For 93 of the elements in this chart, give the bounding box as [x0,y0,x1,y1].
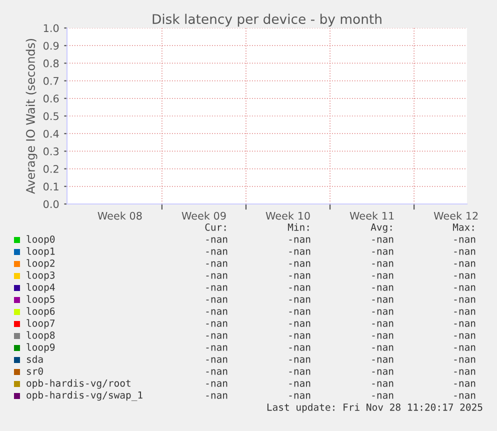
text: -nan [454,261,476,267]
text: -nan [454,381,476,387]
y-tick-label: 0.1 [43,182,58,191]
text: -nan [206,273,228,279]
text: -nan [206,309,228,315]
text: -nan [206,321,228,327]
text: -nan [454,369,476,375]
text: -nan [454,309,476,315]
text: -nan [372,393,394,399]
legend-label: loop4 [26,283,55,293]
text: Last update: Fri Nov 28 11:20:17 2025 [267,403,482,413]
text: -nan [289,297,310,303]
legend-label: loop0 [26,235,55,245]
y-tick-label: 0.5 [43,112,58,120]
text: -nan [454,297,476,303]
x-tick-label: Week 10 [266,212,310,220]
y-tick-label: 0.2 [43,165,58,173]
text: -nan [454,285,476,291]
text: -nan [206,357,228,363]
text: -nan [289,321,310,327]
x-tick-label: Week 09 [182,212,226,220]
text: Max: [452,224,474,231]
text: Min: [288,223,309,231]
y-tick-label: 0.4 [43,130,59,138]
text: -nan [372,357,394,363]
text: Avg: [370,224,392,233]
legend-label: loop1 [26,247,55,257]
text: -nan [289,237,310,243]
legend-label: opb-hardis-vg/root [26,379,130,389]
text: -nan [206,369,228,375]
text: -nan [289,345,310,351]
legend-label: loop6 [26,307,55,317]
text: -nan [289,285,310,291]
text: -nan [289,381,310,387]
text: -nan [372,321,394,327]
text: -nan [289,261,310,267]
text: -nan [289,369,310,375]
text: -nan [372,381,394,387]
x-tick-label: Week 11 [350,212,394,220]
text: -nan [206,249,228,255]
text: -nan [454,249,476,255]
text: -nan [372,297,394,303]
legend-label: loop2 [26,259,54,269]
text: -nan [206,237,228,243]
text: -nan [206,393,228,399]
text: -nan [289,249,310,255]
y-tick-label: 0.8 [43,59,59,68]
y-tick-label: 0.7 [43,77,58,85]
text: -nan [454,333,476,339]
text: -nan [372,237,394,243]
text: -nan [206,381,228,387]
text: -nan [289,333,310,339]
legend-label: sr0 [27,367,43,375]
text: -nan [454,357,476,363]
legend-label: loop3 [26,271,55,281]
text: -nan [206,261,228,267]
y-axis-title: Average IO Wait (seconds) [26,38,38,194]
text: -nan [454,273,476,279]
text: -nan [289,393,310,399]
text: -nan [289,357,310,363]
legend-label: loop8 [26,331,55,341]
x-tick-label: Week 12 [434,212,478,220]
text: -nan [454,345,476,351]
text: -nan [289,309,310,315]
y-tick-label: 0.6 [43,94,59,103]
text: -nan [206,297,228,303]
y-tick-label: 0.0 [43,200,59,208]
legend-label: opb-hardis-vg/swap_1 [26,391,142,401]
text: -nan [372,333,394,339]
x-tick-label: Week 08 [98,212,142,220]
text: -nan [206,345,228,351]
y-tick-label: 0.9 [43,42,59,50]
text: -nan [372,249,394,255]
text: -nan [206,333,228,339]
legend-label: loop7 [26,319,55,329]
y-tick-label: 1.0 [44,24,59,32]
text: -nan [454,237,476,243]
text: Cur: [205,223,226,231]
text: -nan [289,273,310,279]
text: -nan [454,321,476,327]
chart-title: Disk latency per device - by month [152,14,382,27]
text: -nan [372,285,394,291]
text: -nan [372,369,394,375]
text: -nan [372,261,394,267]
text: -nan [206,285,228,291]
legend-label: sda [27,355,43,363]
legend-label: loop5 [26,295,54,305]
text: -nan [372,273,394,279]
text: -nan [372,309,394,315]
text: -nan [372,345,394,351]
text: -nan [454,393,476,399]
y-tick-label: 0.3 [43,147,59,156]
legend-label: loop9 [26,343,55,353]
